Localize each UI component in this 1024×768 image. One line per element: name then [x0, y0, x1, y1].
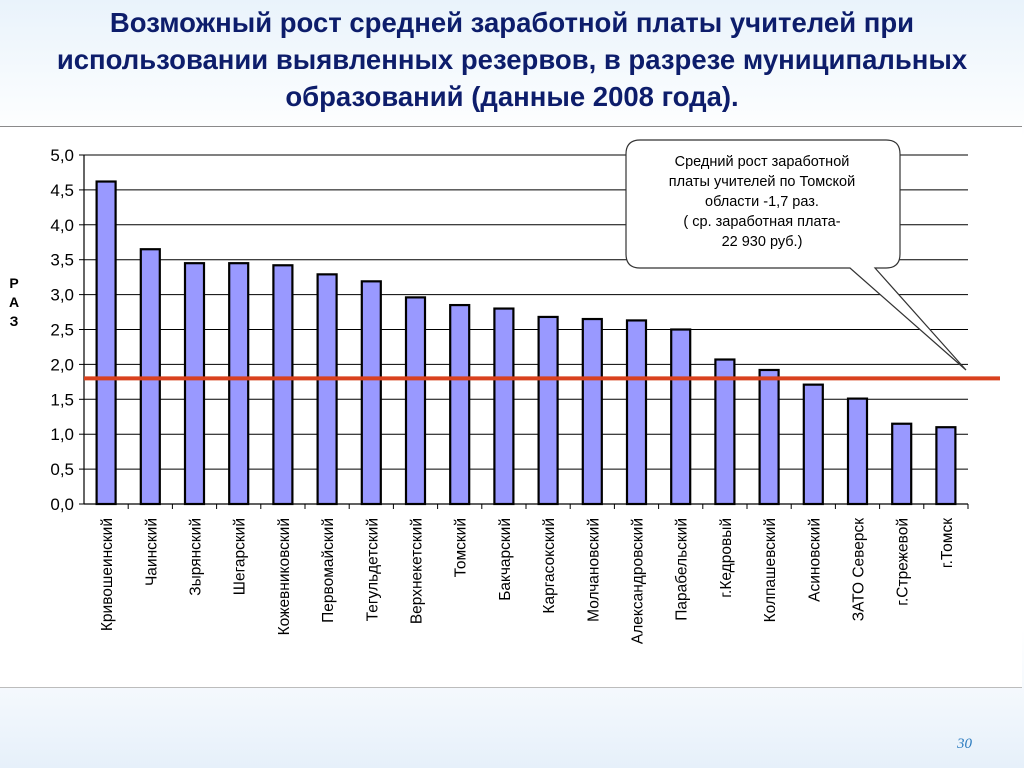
x-tick-label: Верхнекетский — [409, 518, 426, 624]
x-tick-label: Чаинский — [143, 518, 160, 586]
x-tick-label: Колпашевский — [762, 518, 779, 622]
x-tick-label: Бакчарский — [497, 518, 514, 601]
x-tick-label: Каргасокский — [541, 518, 558, 614]
y-tick-label: 5,0 — [50, 146, 74, 165]
y-tick-label: 2,5 — [50, 321, 74, 340]
x-tick-label: Тегульдетский — [364, 518, 381, 621]
bar — [802, 383, 824, 506]
x-tick-label: г.Кедровый — [718, 518, 735, 598]
y-tick-label: 2,0 — [50, 355, 74, 374]
x-tick-label: Кривошеинский — [99, 518, 116, 631]
x-tick-label: Томский — [453, 518, 470, 577]
x-tick-label: Первомайский — [320, 518, 337, 623]
y-tick-label: 1,0 — [50, 425, 74, 444]
x-tick-label: Парабельский — [674, 518, 691, 621]
bar — [404, 296, 427, 506]
x-tick-label: Зырянский — [188, 518, 205, 596]
bar — [935, 426, 957, 506]
bar — [228, 262, 250, 506]
x-tick-label: Асиновский — [806, 518, 823, 602]
y-tick-label: 4,5 — [50, 181, 74, 200]
x-tick-label: г.Стрежевой — [895, 518, 912, 606]
bar — [714, 358, 736, 506]
bar — [581, 317, 603, 506]
bar — [625, 319, 648, 506]
bar — [272, 264, 294, 506]
bar — [183, 262, 206, 506]
bar — [758, 368, 780, 506]
y-tick-label: 3,5 — [50, 251, 74, 270]
callout-text: Средний рост заработной платы учителей п… — [668, 154, 856, 250]
y-tick-label: 3,0 — [50, 286, 74, 305]
bar — [537, 315, 559, 506]
x-tick-label: Молчановский — [585, 518, 602, 622]
x-tick-label: Шегарский — [232, 518, 249, 595]
callout-bubble — [625, 139, 967, 371]
bar — [846, 397, 869, 506]
y-tick-label: 4,0 — [50, 216, 74, 235]
bar — [95, 180, 117, 506]
bar — [449, 303, 471, 506]
slide-title: Возможный рост средней заработной платы … — [56, 7, 968, 112]
page-number: 30 — [957, 736, 972, 752]
y-tick-label: 0,5 — [50, 460, 74, 479]
x-tick-label: ЗАТО Северск — [851, 518, 868, 621]
x-tick-label: Кожевниковский — [276, 518, 293, 635]
bar — [316, 273, 338, 506]
x-tick-label: г.Томск — [939, 518, 956, 568]
x-tick-label: Александровский — [630, 518, 647, 644]
bar — [891, 422, 913, 506]
bar — [493, 307, 515, 506]
y-tick-label: 0,0 — [50, 495, 74, 514]
y-tick-label: 1,5 — [50, 390, 74, 409]
bar — [360, 280, 382, 506]
bar — [670, 328, 692, 506]
